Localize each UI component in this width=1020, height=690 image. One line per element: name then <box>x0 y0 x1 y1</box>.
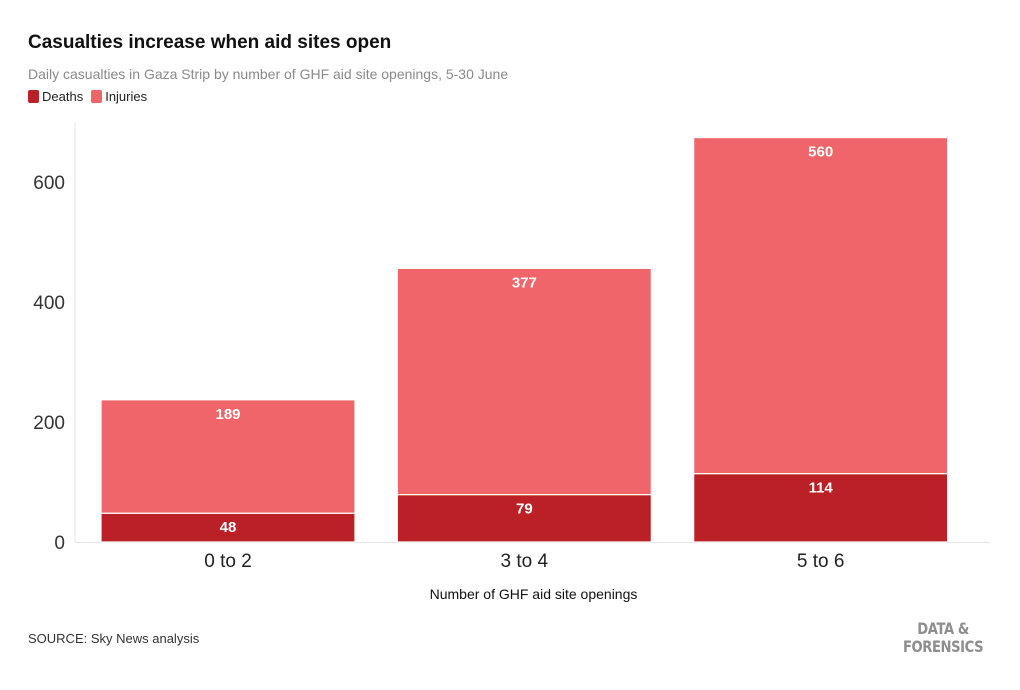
data-forensics-logo: DATA & FORENSICS <box>903 619 984 656</box>
bar-deaths-0 <box>100 512 356 543</box>
y-tick-label: 600 <box>33 173 65 194</box>
x-tick-label: 3 to 4 <box>501 551 549 572</box>
data-label-deaths: 79 <box>516 501 533 518</box>
chart-subtitle: Daily casualties in Gaza Strip by number… <box>28 66 509 82</box>
data-label-injuries: 377 <box>512 274 537 291</box>
chart-title: Casualties increase when aid sites open <box>28 32 392 53</box>
data-label-deaths: 48 <box>220 519 237 536</box>
legend-label-deaths: Deaths <box>42 89 84 104</box>
legend-swatch-injuries <box>91 90 103 103</box>
bar-injuries-2 <box>693 137 949 475</box>
data-label-deaths: 114 <box>809 480 834 497</box>
x-tick-label: 0 to 2 <box>204 551 252 572</box>
y-tick-label: 0 <box>54 533 65 554</box>
source-note: SOURCE: Sky News analysis <box>28 631 200 646</box>
legend-item-injuries: Injuries <box>91 89 147 104</box>
data-label-injuries: 560 <box>808 144 833 161</box>
y-tick-label: 200 <box>33 413 65 434</box>
legend-label-injuries: Injuries <box>105 89 148 104</box>
legend-item-deaths: Deaths <box>28 89 83 104</box>
bar-injuries-0 <box>100 399 356 514</box>
x-tick-label: 5 to 6 <box>797 551 845 572</box>
x-axis-title: Number of GHF aid site openings <box>430 586 638 602</box>
logo-line-2: FORENSICS <box>903 637 984 656</box>
data-label-injuries: 189 <box>215 406 240 423</box>
legend-swatch-deaths <box>28 90 39 103</box>
logo-line-1: DATA & <box>917 619 969 638</box>
y-tick-label: 400 <box>33 293 65 314</box>
bar-injuries-1 <box>396 267 652 496</box>
legend: Deaths Injuries <box>28 89 155 104</box>
